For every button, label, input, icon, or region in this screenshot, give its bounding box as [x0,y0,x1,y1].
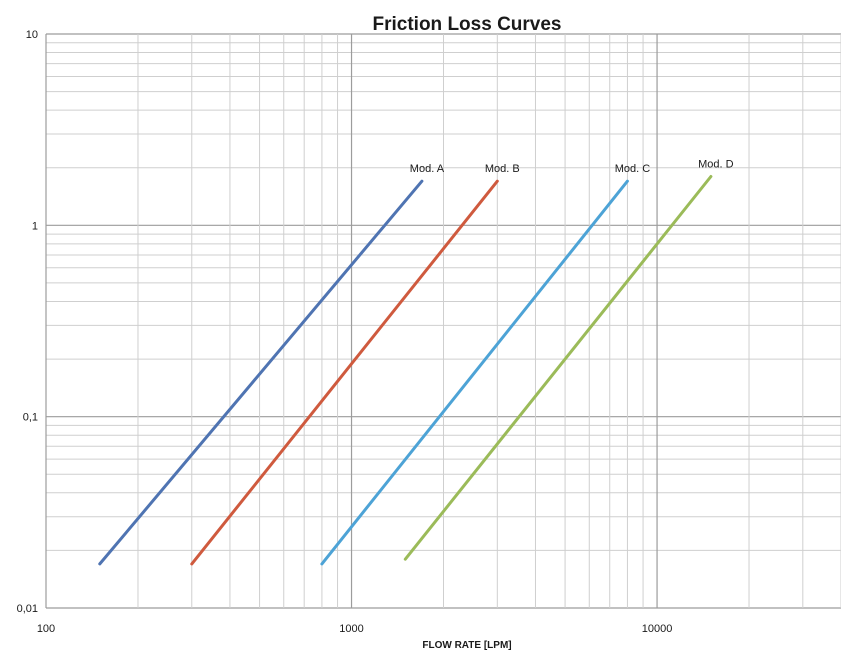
x-tick-label: 1000 [339,623,363,635]
series-labels: Mod. A Mod. B Mod. C Mod. D [410,158,734,175]
series-line [403,175,713,561]
chart-title: Friction Loss Curves [373,14,562,35]
chart-grid [45,33,841,609]
x-axis-tick-labels: 100 1000 10000 [37,623,673,635]
series-line [190,179,499,566]
y-tick-label: 0,1 [23,412,38,424]
y-tick-label: 10 [26,29,38,41]
y-tick-label: 1 [32,220,38,232]
y-tick-label: 0,01 [17,603,38,615]
series-label: Mod. D [698,158,734,170]
series-label: Mod. B [485,163,520,175]
x-tick-label: 100 [37,623,55,635]
series-lines [98,175,713,566]
x-tick-label: 10000 [642,623,673,635]
series-line [98,179,424,566]
series-label: Mod. C [615,163,651,175]
series-label: Mod. A [410,163,445,175]
series-line [320,179,629,566]
x-axis-label: FLOW RATE [LPM] [422,640,511,651]
y-axis-tick-labels: 10 1 0,1 0,01 [17,29,38,615]
